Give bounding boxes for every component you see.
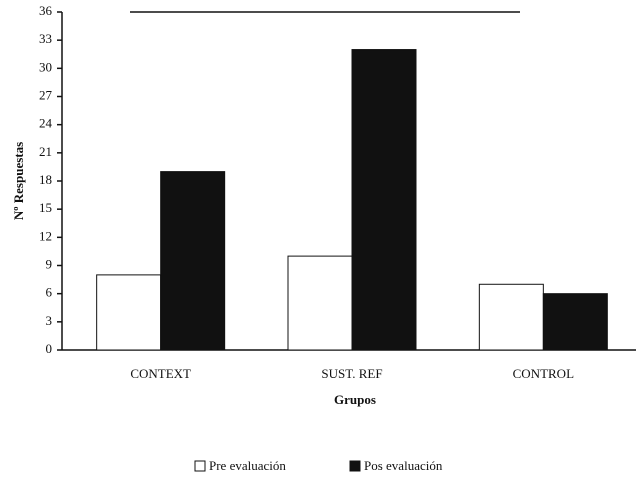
bar: [351, 49, 417, 351]
y-tick-label: 0: [46, 341, 53, 356]
y-tick-label: 36: [39, 3, 53, 18]
bar: [287, 255, 353, 351]
y-tick-label: 12: [39, 228, 52, 243]
bar: [478, 283, 544, 351]
y-axis-label: Nº Respuestas: [11, 142, 26, 220]
legend-label: Pre evaluación: [209, 458, 286, 473]
y-tick-label: 18: [39, 172, 52, 187]
y-tick-label: 3: [46, 313, 53, 328]
x-tick-label: SUST. REF: [321, 366, 382, 381]
y-tick-label: 9: [46, 256, 53, 271]
y-tick-label: 21: [39, 144, 52, 159]
y-tick-label: 6: [46, 285, 53, 300]
y-tick-label: 24: [39, 116, 53, 131]
y-tick-label: 15: [39, 200, 52, 215]
bar: [160, 171, 226, 351]
legend-label: Pos evaluación: [364, 458, 443, 473]
x-axis-label: Grupos: [334, 392, 376, 407]
x-tick-label: CONTEXT: [130, 366, 191, 381]
bar: [542, 293, 608, 351]
x-tick-label: CONTROL: [513, 366, 574, 381]
legend-swatch: [349, 460, 361, 472]
y-tick-label: 30: [39, 59, 52, 74]
bar: [96, 274, 162, 351]
legend-swatch: [194, 460, 206, 472]
y-tick-label: 33: [39, 31, 52, 46]
y-tick-label: 27: [39, 87, 53, 102]
